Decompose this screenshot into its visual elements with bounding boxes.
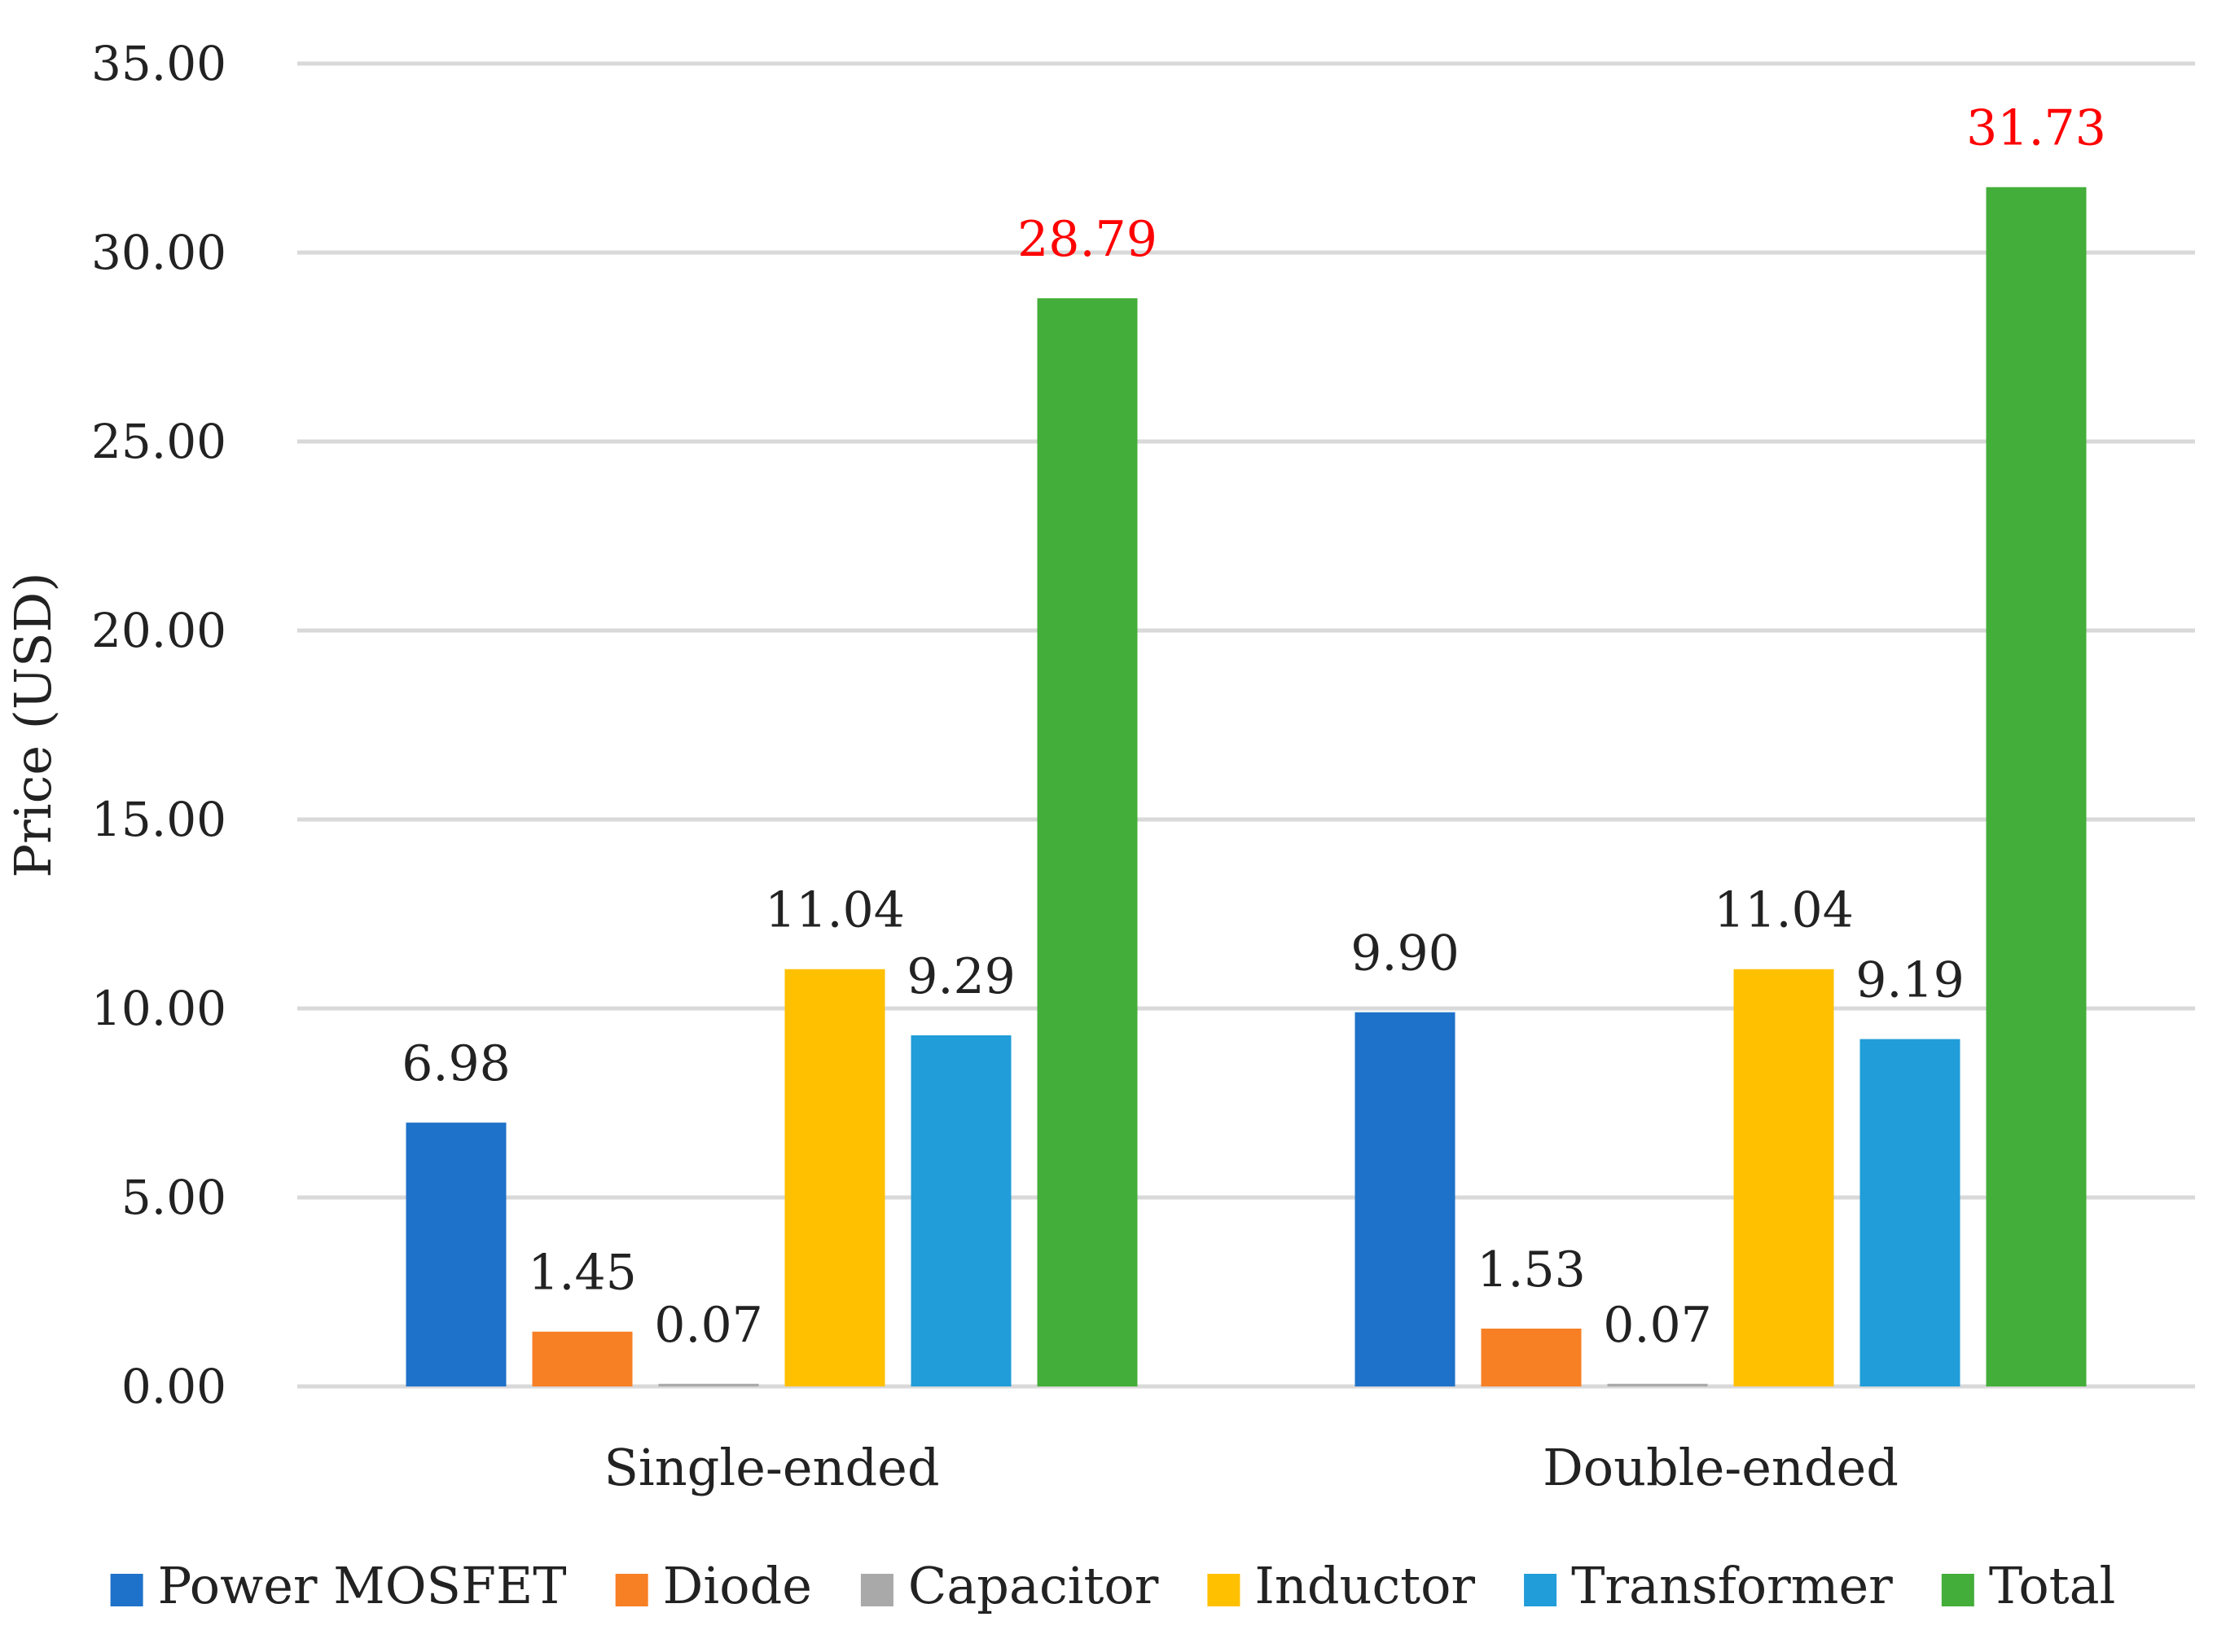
data-label: 11.04 xyxy=(765,882,905,939)
data-label: 28.79 xyxy=(1017,211,1157,268)
data-label: 6.98 xyxy=(402,1035,511,1092)
bar-transformer-double-ended xyxy=(1859,1039,1960,1386)
y-tick-label: 20.00 xyxy=(91,603,226,658)
bar-capacitor-double-ended xyxy=(1607,1383,1708,1386)
y-tick-label: 10.00 xyxy=(91,981,226,1036)
data-label: 31.73 xyxy=(1966,100,2106,157)
bar-transformer-single-ended xyxy=(911,1035,1012,1386)
data-label: 0.07 xyxy=(654,1297,763,1354)
bar-diode-double-ended xyxy=(1481,1329,1582,1386)
data-label: 0.07 xyxy=(1603,1297,1712,1354)
y-axis-title: Price (USD) xyxy=(3,572,63,877)
y-tick-label: 25.00 xyxy=(91,414,226,469)
y-tick-label: 0.00 xyxy=(121,1359,226,1414)
y-axis-ticks: 0.00 5.00 10.00 15.00 20.00 25.00 30.00 35.00 xyxy=(91,36,226,1414)
bar-inductor-double-ended xyxy=(1733,969,1834,1386)
legend: Power MOSFET Diode Capacitor Inductor Transf… xyxy=(110,1556,2116,1615)
data-label: 9.29 xyxy=(907,948,1016,1005)
legend-swatch xyxy=(1524,1574,1557,1606)
legend-swatch xyxy=(1207,1574,1240,1606)
legend-label: Diode xyxy=(663,1556,812,1615)
y-tick-label: 30.00 xyxy=(91,225,226,280)
data-label: 9.90 xyxy=(1350,925,1460,982)
data-label: 11.04 xyxy=(1714,882,1854,939)
y-tick-label: 5.00 xyxy=(121,1170,226,1225)
bars xyxy=(406,187,2087,1386)
data-label: 9.19 xyxy=(1855,952,1965,1009)
legend-label: Transformer xyxy=(1571,1556,1893,1615)
bar-total-double-ended xyxy=(1986,187,2087,1386)
gridlines xyxy=(297,61,2195,1389)
legend-swatch xyxy=(1941,1574,1974,1606)
x-category-label: Double-ended xyxy=(1543,1438,1899,1497)
bar-power-mosfet-double-ended xyxy=(1354,1012,1455,1386)
y-tick-label: 35.00 xyxy=(91,36,226,91)
bar-total-single-ended xyxy=(1037,298,1138,1386)
legend-swatch xyxy=(110,1574,143,1606)
bar-power-mosfet-single-ended xyxy=(406,1123,507,1386)
data-labels: 6.981.450.0711.049.2928.799.901.530.0711… xyxy=(402,100,2106,1354)
legend-label: Capacitor xyxy=(908,1556,1159,1615)
y-tick-label: 15.00 xyxy=(91,792,226,847)
legend-swatch xyxy=(860,1574,893,1606)
category-labels: Single-ended Double-ended xyxy=(604,1438,1898,1497)
legend-swatch xyxy=(615,1574,648,1606)
legend-label: Total xyxy=(1989,1556,2116,1615)
data-label: 1.45 xyxy=(528,1245,637,1302)
bar-inductor-single-ended xyxy=(784,969,885,1386)
legend-label: Power MOSFET xyxy=(158,1556,567,1615)
bar-diode-single-ended xyxy=(532,1331,633,1386)
legend-label: Inductor xyxy=(1254,1556,1475,1615)
x-category-label: Single-ended xyxy=(604,1438,939,1497)
bar-capacitor-single-ended xyxy=(658,1383,759,1386)
data-label: 1.53 xyxy=(1477,1241,1586,1298)
